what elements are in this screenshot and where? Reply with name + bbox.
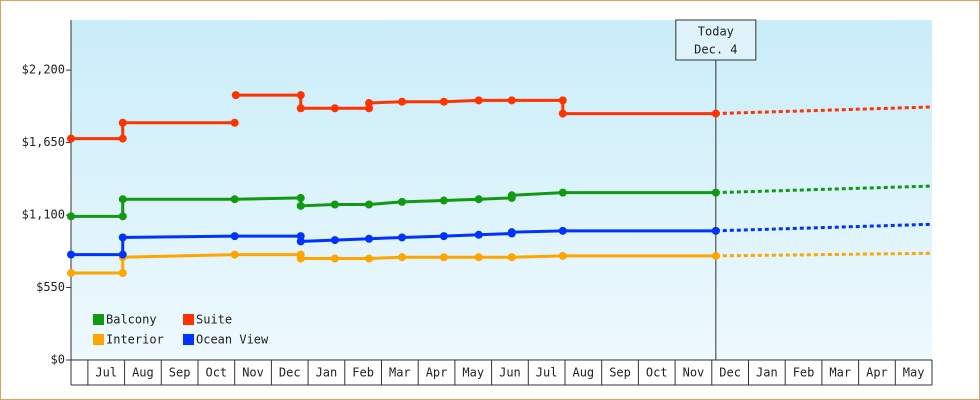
point bbox=[118, 233, 127, 242]
point bbox=[118, 195, 127, 204]
point bbox=[398, 197, 407, 206]
x-tick-label: Oct bbox=[205, 366, 227, 380]
point bbox=[118, 118, 127, 127]
point bbox=[118, 134, 127, 143]
point bbox=[398, 97, 407, 106]
point bbox=[118, 212, 127, 221]
x-tick-label: Feb bbox=[793, 366, 815, 380]
point bbox=[230, 250, 239, 259]
legend-label: Interior bbox=[106, 333, 164, 347]
point bbox=[507, 228, 516, 237]
point bbox=[296, 193, 305, 202]
point bbox=[507, 191, 516, 200]
forecast-line bbox=[715, 105, 933, 116]
x-tick-label: Mar bbox=[829, 366, 851, 380]
y-tick-label: $550 bbox=[36, 280, 65, 294]
point bbox=[474, 96, 483, 105]
x-tick-label: Nov bbox=[683, 366, 705, 380]
point bbox=[330, 200, 339, 209]
point bbox=[507, 96, 516, 105]
point bbox=[439, 253, 448, 262]
x-tick-label: Jan bbox=[756, 366, 778, 380]
point bbox=[230, 195, 239, 204]
series-line bbox=[71, 253, 716, 275]
point bbox=[296, 237, 305, 246]
forecast-line bbox=[715, 222, 933, 233]
point bbox=[365, 234, 374, 243]
legend-label: Suite bbox=[196, 313, 232, 327]
point bbox=[474, 230, 483, 239]
point bbox=[230, 118, 239, 127]
point bbox=[365, 200, 374, 209]
x-tick-label: Mar bbox=[389, 366, 411, 380]
x-tick-label: Sep bbox=[169, 366, 191, 380]
point bbox=[439, 232, 448, 241]
point bbox=[558, 251, 567, 260]
x-tick-label: Nov bbox=[242, 366, 264, 380]
x-tick-label: Aug bbox=[132, 366, 154, 380]
x-tick-label: Sep bbox=[609, 366, 631, 380]
today-label: Today bbox=[698, 25, 734, 39]
point bbox=[67, 250, 75, 259]
forecast-line bbox=[715, 184, 933, 195]
legend-swatch bbox=[93, 334, 104, 345]
point bbox=[558, 226, 567, 235]
point bbox=[296, 91, 305, 100]
point bbox=[67, 212, 75, 221]
point bbox=[398, 233, 407, 242]
legend-label: Ocean View bbox=[196, 333, 269, 347]
x-tick-label: Aug bbox=[572, 366, 594, 380]
point bbox=[439, 97, 448, 106]
y-tick-label: $2,200 bbox=[22, 63, 65, 77]
point bbox=[474, 253, 483, 262]
point bbox=[67, 134, 75, 143]
point bbox=[365, 254, 374, 263]
point bbox=[330, 254, 339, 263]
x-tick-label: Jan bbox=[316, 366, 338, 380]
point bbox=[118, 269, 127, 278]
y-tick-label: $0 bbox=[51, 353, 65, 367]
legend-swatch bbox=[183, 314, 194, 325]
legend-swatch bbox=[93, 314, 104, 325]
y-tick-label: $1,100 bbox=[22, 208, 65, 222]
x-tick-label: Jul bbox=[536, 366, 558, 380]
today-label: Dec. 4 bbox=[694, 43, 737, 57]
point bbox=[474, 195, 483, 204]
x-tick-label: Dec bbox=[719, 366, 741, 380]
x-tick-label: Apr bbox=[866, 366, 888, 380]
point bbox=[365, 99, 374, 108]
point bbox=[507, 253, 516, 262]
point bbox=[330, 236, 339, 245]
point bbox=[439, 196, 448, 205]
point bbox=[711, 251, 720, 260]
forecast-line bbox=[715, 251, 933, 258]
point bbox=[296, 254, 305, 263]
point bbox=[230, 232, 239, 241]
x-tick-label: May bbox=[462, 366, 484, 380]
point bbox=[67, 269, 75, 278]
x-tick-label: Feb bbox=[352, 366, 374, 380]
y-tick-label: $1,650 bbox=[22, 135, 65, 149]
legend-swatch bbox=[183, 334, 194, 345]
point bbox=[558, 188, 567, 197]
x-tick-label: May bbox=[903, 366, 925, 380]
x-tick-label: Jun bbox=[499, 366, 521, 380]
point bbox=[118, 250, 127, 259]
point bbox=[296, 104, 305, 113]
x-tick-label: Jul bbox=[95, 366, 117, 380]
x-tick-label: Dec bbox=[279, 366, 301, 380]
point bbox=[558, 96, 567, 105]
point bbox=[296, 201, 305, 210]
x-tick-label: Oct bbox=[646, 366, 668, 380]
x-tick-label: Apr bbox=[426, 366, 448, 380]
today-box bbox=[675, 19, 757, 61]
point bbox=[231, 91, 240, 100]
point bbox=[330, 104, 339, 113]
point bbox=[558, 109, 567, 118]
point bbox=[398, 253, 407, 262]
legend-label: Balcony bbox=[106, 313, 157, 327]
